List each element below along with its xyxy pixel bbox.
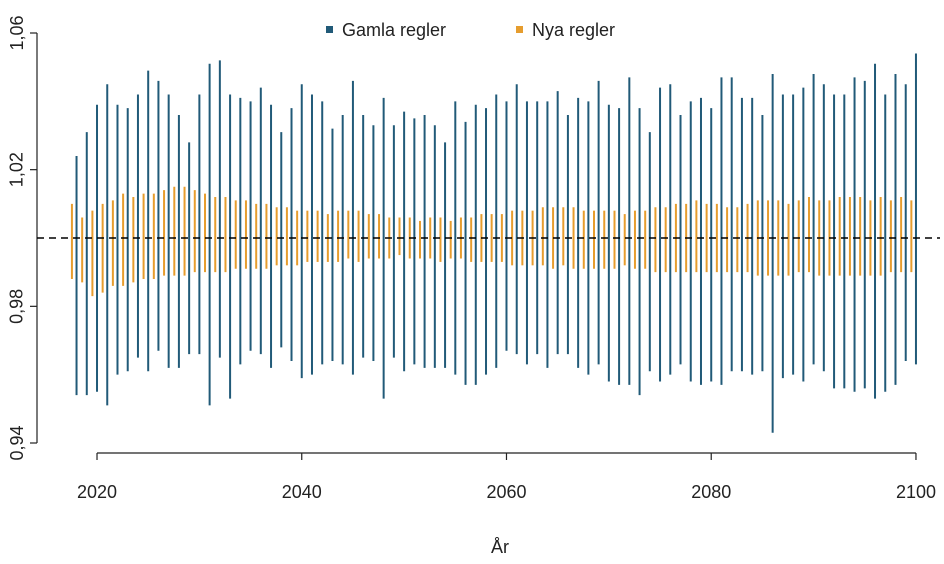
legend-label: Nya regler [532, 20, 615, 40]
x-tick-label: 2040 [282, 482, 322, 502]
legend-label: Gamla regler [342, 20, 446, 40]
x-tick-label: 2060 [486, 482, 526, 502]
x-tick-label: 2100 [896, 482, 936, 502]
legend-marker [516, 26, 523, 33]
x-tick-label: 2080 [691, 482, 731, 502]
x-tick-label: 2020 [77, 482, 117, 502]
x-axis-label: År [491, 537, 509, 557]
legend-marker [326, 26, 333, 33]
y-tick-label: 1,06 [7, 15, 27, 50]
y-tick-label: 0,94 [7, 425, 27, 460]
y-tick-label: 1,02 [7, 152, 27, 187]
y-tick-label: 0,98 [7, 289, 27, 324]
